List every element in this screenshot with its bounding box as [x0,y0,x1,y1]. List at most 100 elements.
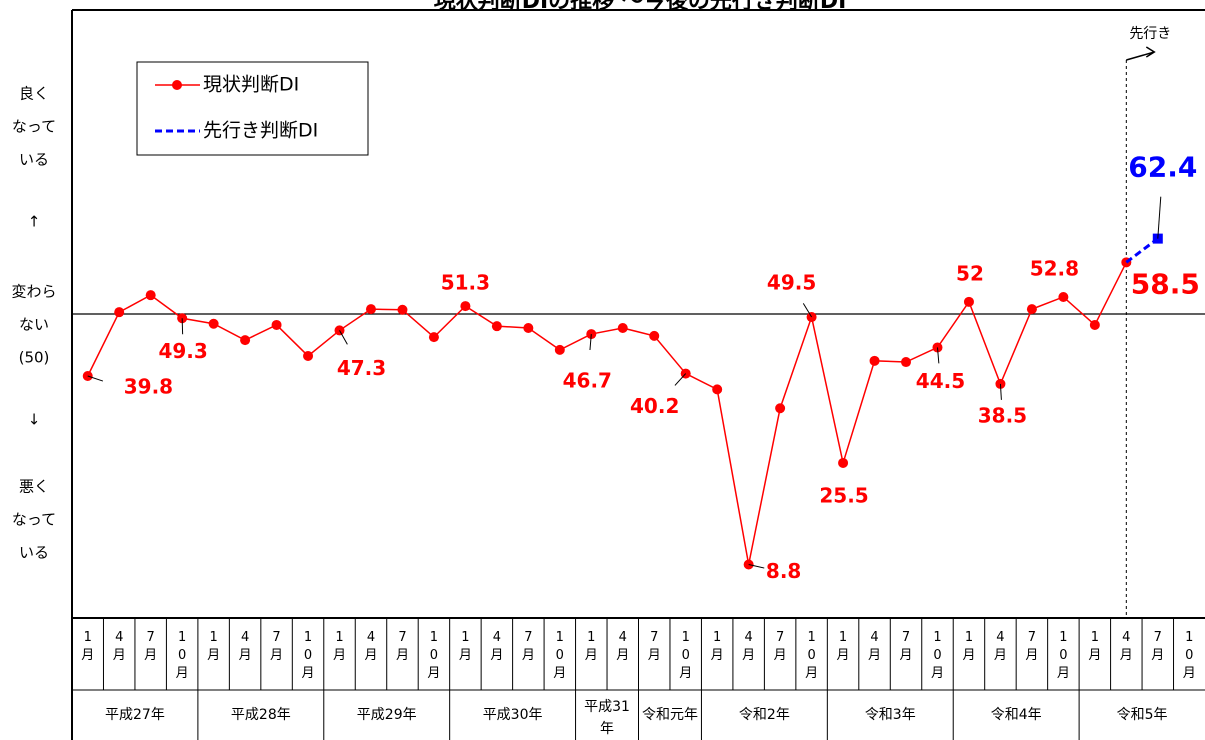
data-point [901,357,912,368]
data-point [649,330,660,341]
series-line [1125,237,1159,264]
x-group-label: 平成29年 [357,707,417,723]
data-label: 58.5 [1131,267,1200,300]
data-label: 44.5 [916,369,965,393]
data-point [1058,291,1069,302]
y-axis-label: ↑ [28,213,41,231]
y-axis-label: ない [19,316,49,334]
data-point [963,296,974,307]
data-label: 38.5 [978,403,1027,427]
data-point [114,307,125,318]
x-group-label: 平成28年 [231,707,291,723]
data-point [460,301,471,312]
x-group-label: 平成31 年 [584,699,630,737]
data-label: 52.8 [1030,256,1079,280]
leader-line [1157,196,1162,239]
data-label: 40.2 [630,394,679,418]
data-label: 62.4 [1128,151,1197,184]
data-label: 8.8 [766,559,801,583]
x-group-label: 平成27年 [105,707,165,723]
data-label: 49.5 [767,271,816,295]
y-axis-label: なって [12,118,56,136]
series-line [87,261,1127,565]
data-point [1026,304,1037,315]
x-group-label: 平成30年 [483,707,543,723]
data-point [303,350,314,361]
data-label: 47.3 [337,356,386,380]
data-point [365,304,376,315]
data-label: 39.8 [124,375,173,399]
data-point [775,403,786,414]
y-axis-label: (50) [19,349,50,367]
leader-line [674,373,687,386]
data-point [271,319,282,330]
legend-marker [172,80,182,90]
legend-label: 現状判断DI [203,74,299,96]
y-axis-label: なって [12,511,56,529]
data-point [397,304,408,315]
y-axis-label: 良く [19,85,49,103]
data-point [617,322,628,333]
leader-line [748,564,765,569]
forecast-arrow [1126,46,1156,61]
leader-line [999,383,1002,400]
legend-box [136,61,369,156]
y-axis-label: ↓ [28,411,41,429]
data-label: 49.3 [158,339,207,363]
leader-line [589,334,592,351]
x-group-label: 令和元年 [642,707,698,723]
x-group-label: 令和3年 [865,707,916,723]
y-axis-label: 悪く [19,478,49,496]
data-label: 51.3 [441,271,490,295]
data-point [1089,319,1100,330]
data-point [712,384,723,395]
chart-title: 現状判断DIの推移 ～今後の先行き判断DI [434,0,847,14]
legend: 現状判断DI 先行き判断DI [136,61,369,156]
leader-line [802,303,813,318]
data-point [145,290,156,301]
data-label: 52 [956,261,984,285]
data-point [491,321,502,332]
data-point [240,335,251,346]
x-group-label: 令和2年 [739,707,790,723]
data-point [523,322,534,333]
data-point [428,332,439,343]
data-point [838,457,849,468]
x-group-label: 令和5年 [1117,707,1168,723]
data-label: 25.5 [819,483,868,507]
leader-line [936,347,940,364]
x-group-label: 令和4年 [991,707,1042,723]
y-axis-label: いる [19,544,49,562]
